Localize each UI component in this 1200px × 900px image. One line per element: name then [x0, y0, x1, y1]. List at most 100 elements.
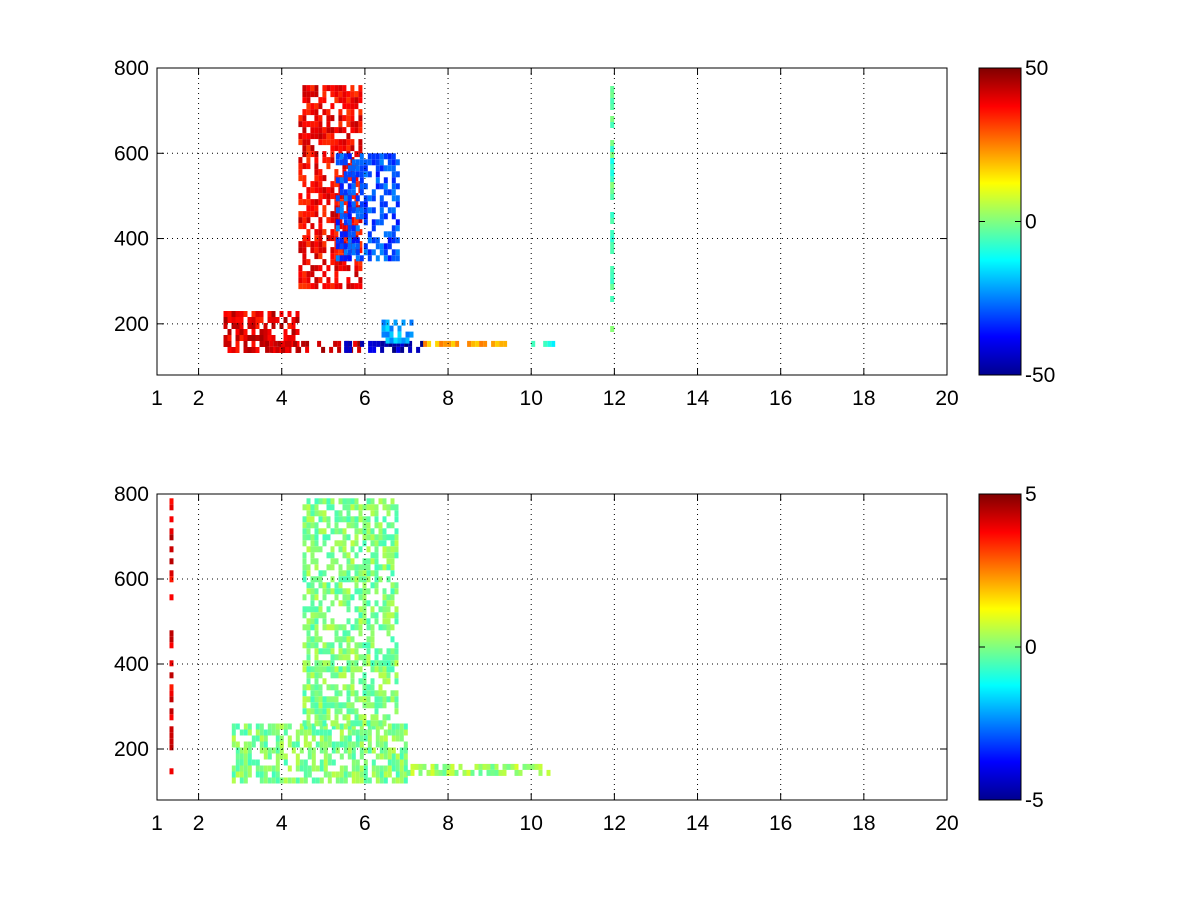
heatmap-cell: [391, 249, 396, 256]
heatmap-cell: [366, 642, 371, 649]
heatmap-cell: [255, 317, 260, 323]
heatmap-cell: [354, 151, 359, 158]
heatmap-cell: [334, 624, 339, 631]
heatmap-cell: [283, 329, 288, 335]
heatmap-cell: [310, 612, 315, 619]
heatmap-cell: [327, 753, 332, 760]
heatmap-cell: [395, 753, 400, 760]
heatmap-cell: [351, 183, 356, 190]
heatmap-cell: [370, 498, 375, 505]
heatmap-cell: [314, 588, 319, 595]
heatmap-cell: [335, 219, 340, 226]
heatmap-cell: [302, 522, 307, 529]
heatmap-cell: [370, 690, 375, 697]
heatmap-cell: [350, 708, 355, 715]
heatmap-cell: [358, 265, 363, 272]
heatmap-cell: [334, 522, 339, 529]
heatmap-cell: [347, 237, 352, 244]
heatmap-cell: [378, 684, 383, 691]
heatmap-cell: [302, 612, 307, 619]
heatmap-cell: [346, 145, 351, 152]
heatmap-cell: [397, 325, 402, 332]
heatmap-cell: [306, 91, 311, 98]
heatmap-cell: [306, 259, 311, 266]
heatmap-cell: [342, 540, 347, 547]
heatmap-cell: [318, 175, 323, 182]
heatmap-cell: [338, 115, 343, 122]
heatmap-cell: [354, 121, 359, 128]
heatmap-cell: [342, 223, 347, 230]
heatmap-cell: [318, 606, 323, 613]
heatmap-cell: [362, 690, 367, 697]
heatmap-cell: [366, 654, 371, 661]
heatmap-cell: [310, 121, 315, 128]
heatmap-cell: [374, 582, 379, 589]
heatmap-cell: [346, 534, 351, 541]
heatmap-cell: [394, 660, 399, 667]
heatmap-cell: [302, 528, 307, 535]
heatmap-cell: [267, 765, 272, 772]
heatmap-cell: [263, 765, 268, 772]
heatmap-cell: [347, 207, 352, 214]
heatmap-cell: [499, 340, 504, 347]
heatmap-cell: [323, 741, 328, 748]
heatmap-cell: [366, 648, 371, 655]
heatmap-cell: [387, 153, 392, 160]
heatmap-cell: [346, 618, 351, 625]
heatmap-cell: [255, 735, 260, 742]
heatmap-cell: [334, 229, 339, 236]
heatmap-cell: [399, 729, 404, 736]
heatmap-cell: [283, 317, 288, 323]
colorbar-gradient-bottom: [978, 493, 1022, 801]
heatmap-cell: [394, 690, 399, 697]
heatmap-cell: [322, 618, 327, 625]
heatmap-cell: [314, 540, 319, 547]
heatmap-cell: [383, 729, 388, 736]
heatmap-cell: [366, 600, 371, 607]
heatmap-cell: [322, 570, 327, 577]
heatmap-cell: [354, 498, 359, 505]
heatmap-cell: [471, 340, 476, 347]
heatmap-cell: [302, 271, 307, 278]
heatmap-cell: [307, 729, 312, 736]
heatmap-cell: [334, 582, 339, 589]
heatmap-cell: [362, 564, 367, 571]
heatmap-cell: [367, 159, 372, 166]
heatmap-cell: [318, 696, 323, 703]
heatmap-cell: [383, 165, 388, 172]
heatmap-cell: [302, 121, 307, 128]
heatmap-cell: [358, 720, 363, 727]
heatmap-cell: [358, 714, 363, 721]
heatmap-cell: [314, 696, 319, 703]
heatmap-cell: [382, 588, 387, 595]
heatmap-cell: [342, 498, 347, 505]
heatmap-cell: [359, 777, 364, 784]
heatmap-cell: [378, 498, 383, 505]
heatmap-cell: [374, 618, 379, 625]
heatmap-cell: [342, 97, 347, 104]
heatmap-cell: [267, 317, 272, 323]
heatmap-cell: [271, 317, 276, 323]
heatmap-cell: [346, 606, 351, 613]
heatmap-cell: [358, 97, 363, 104]
heatmap-cell: [366, 690, 371, 697]
heatmap-cell: [303, 777, 308, 784]
heatmap-cell: [291, 323, 296, 329]
heatmap-cell: [359, 735, 364, 742]
heatmap-cell: [347, 225, 352, 232]
heatmap-cell: [346, 133, 351, 140]
heatmap-cell: [322, 241, 327, 248]
heatmap-cell: [353, 340, 358, 347]
heatmap-cell: [223, 323, 228, 329]
heatmap-cell: [394, 546, 399, 553]
heatmap-cell: [439, 340, 444, 347]
heatmap-cell: [354, 642, 359, 649]
heatmap-cell: [255, 323, 260, 329]
heatmap-cell: [338, 510, 343, 517]
heatmap-cell: [318, 510, 323, 517]
heatmap-cell: [243, 311, 248, 317]
heatmap-cell: [360, 340, 365, 347]
heatmap-cell: [382, 534, 387, 541]
